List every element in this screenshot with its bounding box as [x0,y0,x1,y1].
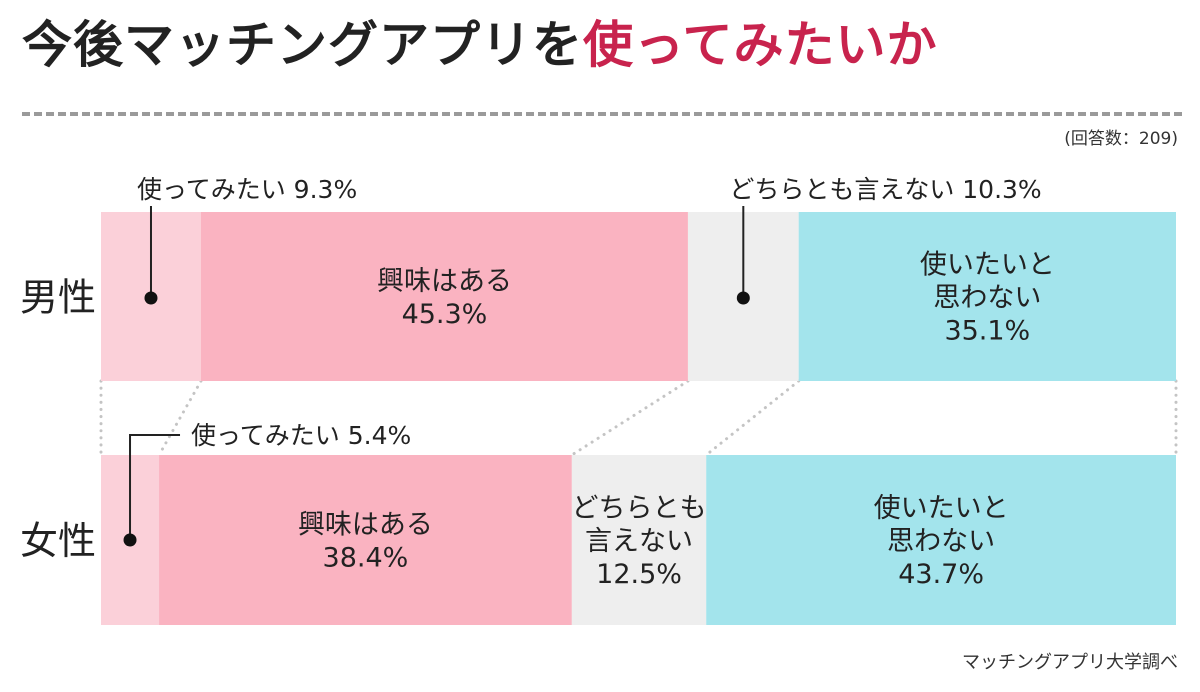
row-connectors [99,379,1178,457]
label-male-neither-text: どちらとも言えない 10.3% [729,175,1041,204]
label-female-want-leader [129,434,181,540]
label-male-interested-line-0: 興味はある [377,266,512,297]
label-male-want-dot [144,291,158,305]
connector-boundary-3 [704,379,801,457]
label-female-dont-line-1: 思わない [887,526,995,557]
label-female-neither-line-1: 言えない [585,526,693,557]
bars [101,212,1176,625]
bar-female-dont [706,455,1176,625]
bar-female-neither [571,455,707,625]
bar-female-interested [159,455,572,625]
label-female-interested-line-1: 38.4% [323,543,409,574]
label-female-want-text: 使ってみたい 5.4% [191,421,411,450]
label-female-neither-line-2: 12.5% [596,559,682,590]
connector-boundary-2 [570,379,690,457]
label-male-dont-line-0: 使いたいと [920,250,1055,281]
label-male-want-text: 使ってみたい 9.3% [137,175,357,204]
connector-boundary-1 [157,379,203,457]
source-credit: マッチングアプリ大学調べ [962,652,1178,673]
row-label-female: 女性 [20,519,96,563]
label-female-neither-line-0: どちらとも [572,493,707,524]
row-label-male: 男性 [20,276,96,320]
respondent-count: (回答数：209) [1064,129,1178,149]
label-female-want-dot [123,533,137,547]
label-male-dont-line-2: 35.1% [944,316,1030,347]
label-female-dont-line-0: 使いたいと [874,493,1009,524]
bar-male-dont [798,212,1176,381]
title-divider [22,112,1182,116]
label-male-neither-dot [736,291,750,305]
title-main: 今後マッチングアプリを [22,16,583,74]
bar-male-interested [200,212,688,381]
label-male-interested-line-1: 45.3% [402,299,488,330]
title-accent: 使ってみたいか [583,16,938,74]
label-female-interested-line-0: 興味はある [298,510,433,541]
label-female-dont-line-2: 43.7% [898,559,984,590]
chart-title: 今後マッチングアプリを使ってみたいか [22,18,938,73]
label-male-dont-line-1: 思わない [933,283,1041,314]
